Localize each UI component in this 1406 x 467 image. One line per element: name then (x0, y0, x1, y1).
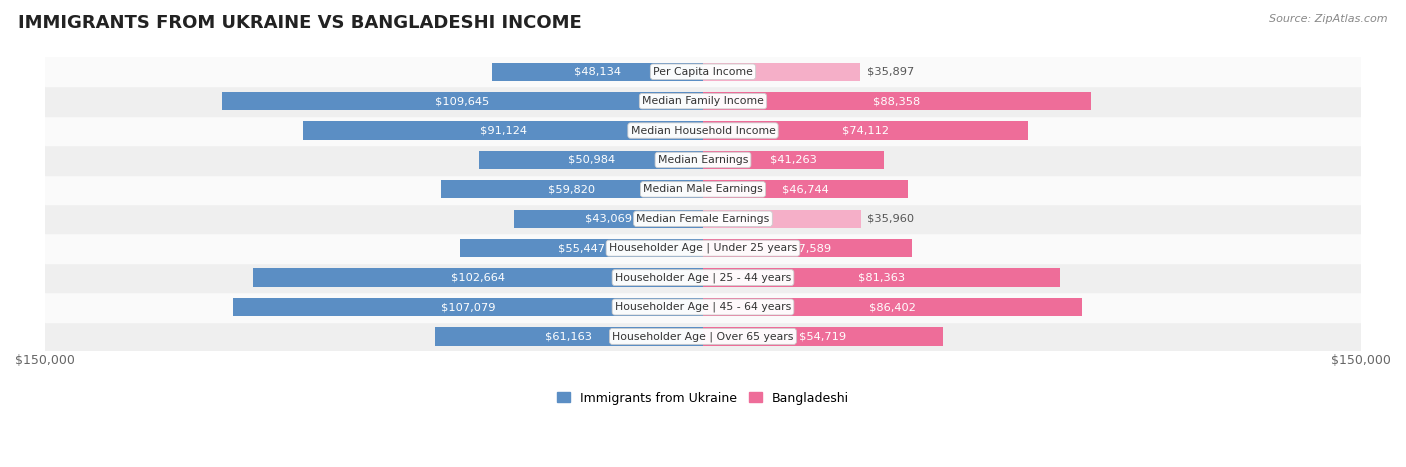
Text: Median Family Income: Median Family Income (643, 96, 763, 106)
Bar (233, 298, 703, 316)
Text: $48,134: $48,134 (574, 67, 621, 77)
Bar (703, 63, 860, 81)
Text: Median Household Income: Median Household Income (630, 126, 776, 135)
Bar (703, 151, 884, 169)
Text: $55,447: $55,447 (558, 243, 605, 253)
Text: Householder Age | 45 - 64 years: Householder Age | 45 - 64 years (614, 302, 792, 312)
Bar (45, 175, 1361, 204)
Text: $88,358: $88,358 (873, 96, 921, 106)
Bar (703, 327, 943, 346)
Bar (440, 180, 703, 198)
Bar (45, 292, 1361, 322)
Bar (492, 63, 703, 81)
Text: $109,645: $109,645 (436, 96, 489, 106)
Bar (703, 210, 860, 228)
Text: $47,589: $47,589 (783, 243, 831, 253)
Bar (703, 92, 1091, 110)
Text: $102,664: $102,664 (451, 273, 505, 283)
Text: $41,263: $41,263 (770, 155, 817, 165)
Bar (703, 121, 1028, 140)
Text: $54,719: $54,719 (800, 332, 846, 341)
Bar (45, 322, 1361, 351)
Bar (45, 204, 1361, 234)
Text: Per Capita Income: Per Capita Income (652, 67, 754, 77)
Legend: Immigrants from Ukraine, Bangladeshi: Immigrants from Ukraine, Bangladeshi (553, 387, 853, 410)
Bar (304, 121, 703, 140)
Text: $107,079: $107,079 (441, 302, 495, 312)
Text: $61,163: $61,163 (546, 332, 592, 341)
Bar (45, 86, 1361, 116)
Bar (703, 180, 908, 198)
Bar (45, 234, 1361, 263)
Text: $46,744: $46,744 (782, 184, 830, 194)
Bar (479, 151, 703, 169)
Bar (515, 210, 703, 228)
Text: Median Earnings: Median Earnings (658, 155, 748, 165)
Text: Median Male Earnings: Median Male Earnings (643, 184, 763, 194)
Bar (703, 269, 1060, 287)
Text: Median Female Earnings: Median Female Earnings (637, 214, 769, 224)
Text: $86,402: $86,402 (869, 302, 915, 312)
Text: IMMIGRANTS FROM UKRAINE VS BANGLADESHI INCOME: IMMIGRANTS FROM UKRAINE VS BANGLADESHI I… (18, 14, 582, 32)
Bar (253, 269, 703, 287)
Text: Householder Age | 25 - 44 years: Householder Age | 25 - 44 years (614, 272, 792, 283)
Bar (45, 116, 1361, 145)
Text: $35,960: $35,960 (868, 214, 914, 224)
Text: $43,069: $43,069 (585, 214, 633, 224)
Bar (45, 57, 1361, 86)
Bar (460, 239, 703, 257)
Bar (45, 145, 1361, 175)
Text: $81,363: $81,363 (858, 273, 905, 283)
Text: $50,984: $50,984 (568, 155, 614, 165)
Bar (703, 298, 1083, 316)
Bar (45, 263, 1361, 292)
Text: Householder Age | Under 25 years: Householder Age | Under 25 years (609, 243, 797, 254)
Text: $74,112: $74,112 (842, 126, 889, 135)
Bar (434, 327, 703, 346)
Text: Householder Age | Over 65 years: Householder Age | Over 65 years (612, 331, 794, 342)
Text: $35,897: $35,897 (868, 67, 914, 77)
Bar (703, 239, 911, 257)
Bar (222, 92, 703, 110)
Text: $59,820: $59,820 (548, 184, 595, 194)
Text: Source: ZipAtlas.com: Source: ZipAtlas.com (1270, 14, 1388, 24)
Text: $91,124: $91,124 (479, 126, 527, 135)
